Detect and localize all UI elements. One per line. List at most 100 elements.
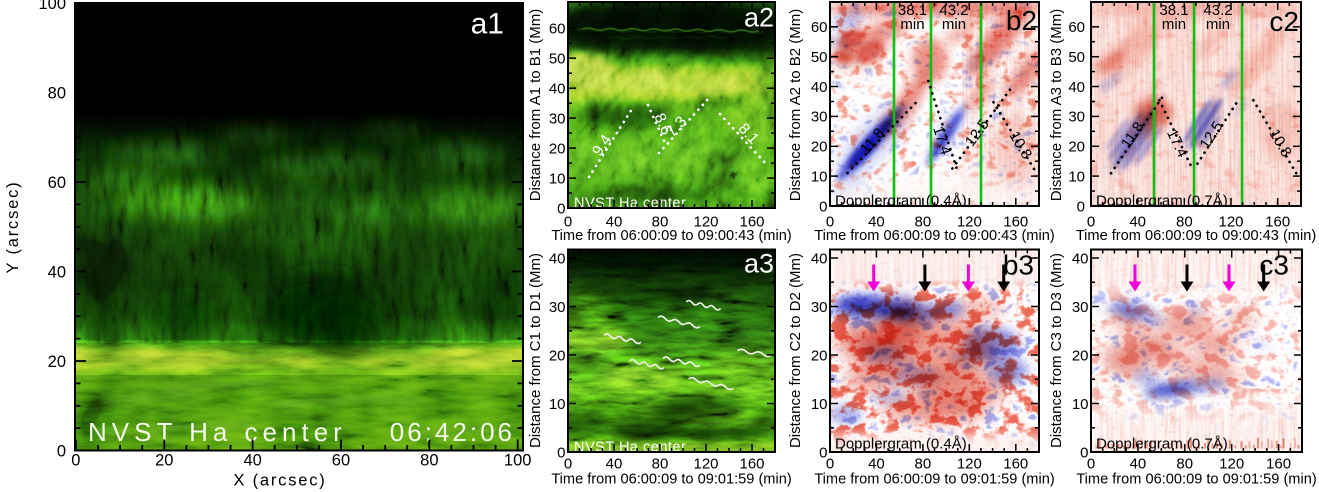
svg-text:c3: c3 (1259, 250, 1289, 281)
svg-text:160: 160 (1266, 456, 1291, 473)
svg-text:20: 20 (811, 347, 828, 364)
svg-text:Distance from C2 to D2 (Mm): Distance from C2 to D2 (Mm) (787, 253, 804, 448)
svg-text:Distance from C1 to D1 (Mm): Distance from C1 to D1 (Mm) (527, 253, 544, 448)
svg-text:0: 0 (826, 214, 834, 231)
svg-text:Y (arcsec): Y (arcsec) (4, 181, 22, 274)
svg-text:80: 80 (652, 214, 669, 231)
svg-text:0: 0 (564, 456, 572, 473)
svg-text:50: 50 (811, 49, 828, 66)
svg-text:38.1: 38.1 (1159, 2, 1188, 19)
svg-text:10: 10 (811, 396, 828, 413)
svg-text:120: 120 (957, 214, 982, 231)
svg-text:20: 20 (1072, 347, 1089, 364)
svg-text:40: 40 (811, 79, 828, 96)
svg-text:40: 40 (1072, 250, 1089, 267)
svg-text:160: 160 (739, 456, 764, 473)
svg-text:30: 30 (549, 110, 566, 127)
svg-text:40: 40 (1130, 456, 1147, 473)
svg-text:10: 10 (549, 396, 566, 413)
svg-text:20: 20 (549, 347, 566, 364)
svg-text:a2: a2 (744, 3, 774, 33)
svg-text:c2: c2 (1269, 6, 1299, 37)
svg-text:Distance from C3 to D3 (Mm): Distance from C3 to D3 (Mm) (1048, 253, 1065, 448)
svg-text:80: 80 (420, 452, 438, 470)
svg-text:06:42:06: 06:42:06 (390, 417, 515, 447)
svg-text:b2: b2 (1006, 5, 1037, 36)
svg-text:120: 120 (693, 214, 718, 231)
svg-text:Time from 06:00:09 to 09:00:43: Time from 06:00:09 to 09:00:43 (min) (814, 228, 1054, 244)
svg-text:160: 160 (1003, 456, 1028, 473)
svg-text:60: 60 (48, 174, 66, 192)
svg-text:10: 10 (1068, 168, 1085, 185)
svg-text:40: 40 (606, 214, 623, 231)
svg-text:min: min (900, 16, 924, 33)
svg-text:60: 60 (332, 452, 350, 470)
svg-text:80: 80 (1176, 214, 1193, 231)
svg-text:0: 0 (826, 456, 834, 473)
svg-text:40: 40 (868, 214, 885, 231)
svg-text:0: 0 (1077, 198, 1085, 215)
svg-text:30: 30 (1072, 299, 1089, 316)
svg-text:120: 120 (957, 456, 982, 473)
svg-text:160: 160 (1003, 214, 1028, 231)
svg-text:10: 10 (549, 170, 566, 187)
svg-text:0: 0 (819, 444, 827, 461)
svg-text:Time from 06:00:09 to 09:01:59: Time from 06:00:09 to 09:01:59 (min) (814, 472, 1054, 488)
svg-text:0: 0 (1087, 214, 1095, 231)
svg-text:10: 10 (811, 168, 828, 185)
svg-text:0: 0 (57, 442, 66, 460)
svg-text:80: 80 (915, 214, 932, 231)
svg-text:Dopplergram (0.7Å): Dopplergram (0.7Å) (1096, 193, 1228, 210)
svg-text:30: 30 (549, 299, 566, 316)
svg-text:40: 40 (811, 250, 828, 267)
svg-text:43.2: 43.2 (939, 2, 968, 19)
svg-text:Dopplergram (0.4Å): Dopplergram (0.4Å) (835, 436, 967, 453)
svg-text:100: 100 (504, 452, 532, 470)
svg-text:Time from 06:00:09 to 09:00:43: Time from 06:00:09 to 09:00:43 (min) (1076, 228, 1316, 244)
svg-text:50: 50 (1068, 49, 1085, 66)
svg-text:20: 20 (1068, 139, 1085, 156)
svg-text:40: 40 (1129, 214, 1146, 231)
svg-text:120: 120 (693, 456, 718, 473)
svg-text:min: min (1206, 16, 1230, 33)
svg-text:Dopplergram (0.7Å): Dopplergram (0.7Å) (1096, 436, 1228, 453)
svg-text:min: min (942, 16, 966, 33)
svg-text:a1: a1 (471, 8, 504, 41)
svg-text:Distance from A2 to B2 (Mm): Distance from A2 to B2 (Mm) (787, 9, 804, 202)
svg-text:50: 50 (549, 51, 566, 68)
svg-text:min: min (1162, 16, 1186, 33)
svg-text:80: 80 (1176, 456, 1193, 473)
svg-text:40: 40 (868, 456, 885, 473)
svg-text:a3: a3 (744, 249, 774, 279)
svg-text:120: 120 (1218, 214, 1243, 231)
svg-text:40: 40 (606, 456, 623, 473)
svg-text:40: 40 (549, 250, 566, 267)
svg-text:Time from 06:00:09 to 09:01:59: Time from 06:00:09 to 09:01:59 (min) (551, 472, 791, 488)
svg-text:0: 0 (1080, 444, 1088, 461)
svg-text:120: 120 (1219, 456, 1244, 473)
svg-text:0: 0 (819, 198, 827, 215)
svg-text:20: 20 (48, 353, 66, 371)
svg-text:0: 0 (71, 452, 80, 470)
svg-text:40: 40 (243, 452, 261, 470)
svg-text:Distance from A3 to B3 (Mm): Distance from A3 to B3 (Mm) (1048, 9, 1065, 202)
svg-text:20: 20 (155, 452, 173, 470)
svg-text:40: 40 (1068, 79, 1085, 96)
svg-text:20: 20 (811, 139, 828, 156)
svg-text:NVST Ha center: NVST Ha center (88, 417, 347, 447)
svg-text:0: 0 (557, 444, 565, 461)
svg-text:30: 30 (811, 109, 828, 126)
svg-text:0: 0 (564, 214, 572, 231)
svg-text:Time from 06:00:09 to 09:00:43: Time from 06:00:09 to 09:00:43 (min) (551, 228, 791, 244)
svg-text:43.2: 43.2 (1203, 2, 1232, 19)
svg-text:20: 20 (549, 140, 566, 157)
svg-text:80: 80 (48, 84, 66, 102)
svg-text:Distance from A1 to B1 (Mm): Distance from A1 to B1 (Mm) (527, 9, 544, 202)
svg-text:X (arcsec): X (arcsec) (233, 472, 326, 490)
svg-text:Time from 06:00:09 to 09:01:59: Time from 06:00:09 to 09:01:59 (min) (1076, 472, 1316, 488)
svg-text:60: 60 (549, 21, 566, 38)
svg-text:160: 160 (739, 214, 764, 231)
svg-text:80: 80 (652, 456, 669, 473)
svg-text:0: 0 (1087, 456, 1095, 473)
svg-text:40: 40 (48, 263, 66, 281)
